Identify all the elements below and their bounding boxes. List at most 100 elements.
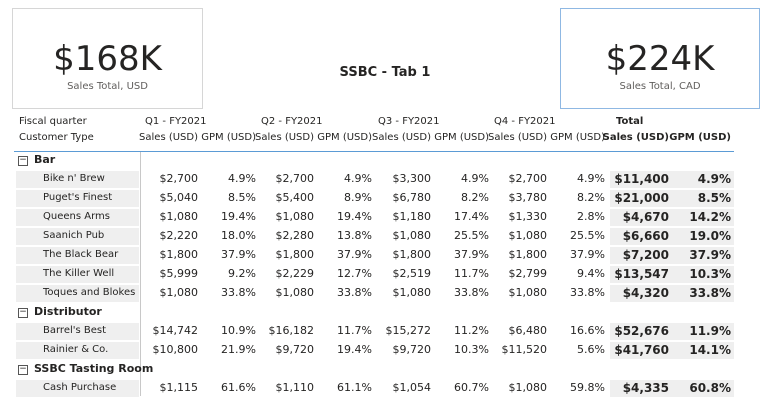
cell: $7,200	[622, 248, 669, 262]
cell: 13.8%	[337, 229, 372, 242]
measure-header: GPM (USD)	[550, 132, 605, 143]
row-bg	[610, 190, 734, 207]
row-bg	[16, 171, 139, 188]
cell: 17.4%	[454, 210, 489, 223]
cell: 4.9%	[577, 172, 605, 185]
cell: 10.3%	[689, 267, 731, 281]
row-bg	[16, 266, 139, 283]
measure-header: Sales (USD)	[139, 132, 198, 143]
cell: $5,400	[275, 191, 315, 204]
cell: 9.4%	[577, 267, 605, 280]
group-label: SSBC Tasting Room	[34, 362, 154, 375]
cell: $13,547	[614, 267, 669, 281]
cell: 4.9%	[697, 172, 731, 186]
cell: 37.9%	[221, 248, 256, 261]
cell: 33.8%	[337, 286, 372, 299]
card-value: $224K	[605, 39, 715, 79]
card-label: Sales Total, USD	[67, 81, 148, 92]
cell: 11.7%	[454, 267, 489, 280]
cell: $4,320	[622, 286, 669, 300]
cell: $1,080	[392, 286, 432, 299]
row-bg	[610, 209, 734, 226]
row-bg	[610, 342, 734, 359]
cell: 4.9%	[461, 172, 489, 185]
row-label: Puget's Finest	[43, 192, 113, 203]
cell: $3,780	[508, 191, 548, 204]
cell: 25.5%	[570, 229, 605, 242]
column-group: Q1 - FY2021	[145, 116, 207, 127]
cell: $1,800	[508, 248, 548, 261]
row-bg	[610, 171, 734, 188]
row-header: Fiscal quarter	[19, 116, 87, 127]
cell: $15,272	[385, 324, 432, 337]
cell: 10.3%	[454, 343, 489, 356]
group-label: Distributor	[34, 305, 102, 318]
row-header: Customer Type	[19, 132, 94, 143]
cell: 33.8%	[570, 286, 605, 299]
cell: $16,182	[268, 324, 315, 337]
cell: 60.8%	[689, 381, 731, 395]
cell: 33.8%	[689, 286, 731, 300]
cell: $9,720	[275, 343, 315, 356]
cell: $41,760	[614, 343, 669, 357]
cell: $1,080	[159, 286, 199, 299]
card-value: $168K	[53, 39, 162, 79]
cell: 4.9%	[228, 172, 256, 185]
cell: $1,330	[508, 210, 548, 223]
cell: 11.7%	[337, 324, 372, 337]
cell: $1,110	[275, 381, 315, 394]
cell: $1,054	[392, 381, 432, 394]
cell: 37.9%	[689, 248, 731, 262]
card: $168K Sales Total, USD	[12, 8, 203, 109]
cell: $2,519	[392, 267, 432, 280]
cell: 61.6%	[221, 381, 256, 394]
cell: 8.5%	[697, 191, 731, 205]
row-header-divider	[140, 152, 141, 396]
row-bg	[16, 285, 139, 302]
expand-icon: −	[18, 364, 28, 375]
cell: $21,000	[614, 191, 669, 205]
cell: $6,480	[508, 324, 548, 337]
cell: 18.0%	[221, 229, 256, 242]
cell: $4,335	[622, 381, 669, 395]
row-label: Barrel's Best	[43, 325, 107, 336]
column-group: Q2 - FY2021	[261, 116, 323, 127]
cell: 19.4%	[337, 210, 372, 223]
row-label: Queens Arms	[43, 211, 110, 222]
cell: $2,700	[159, 172, 199, 185]
cell: $1,800	[275, 248, 315, 261]
cell: $2,700	[508, 172, 548, 185]
cell: 37.9%	[337, 248, 372, 261]
cell: 19.4%	[221, 210, 256, 223]
cell: 10.9%	[221, 324, 256, 337]
measure-header: GPM (USD)	[317, 132, 372, 143]
cell: $2,229	[275, 267, 315, 280]
cell: 4.9%	[344, 172, 372, 185]
cell: 14.1%	[689, 343, 731, 357]
row-bg	[16, 323, 139, 340]
card-label: Sales Total, CAD	[619, 81, 701, 92]
cell: 25.5%	[454, 229, 489, 242]
cell: 37.9%	[570, 248, 605, 261]
cell: $3,300	[392, 172, 432, 185]
cell: 8.2%	[461, 191, 489, 204]
cell: 11.9%	[689, 324, 731, 338]
row-bg	[16, 247, 139, 264]
group-label: Bar	[34, 153, 56, 166]
cell: 33.8%	[221, 286, 256, 299]
page-title: SSBC - Tab 1	[339, 65, 431, 80]
cell: 19.4%	[337, 343, 372, 356]
cell: 59.8%	[570, 381, 605, 394]
cell: 61.1%	[337, 381, 372, 394]
cell: $1,080	[508, 381, 548, 394]
cell: $10,800	[152, 343, 199, 356]
row-label: Rainier & Co.	[43, 344, 109, 355]
cell: $2,700	[275, 172, 315, 185]
row-bg	[16, 342, 139, 359]
cell: $1,180	[392, 210, 432, 223]
expand-icon: −	[18, 155, 28, 166]
measure-header: Sales (USD)	[602, 132, 669, 143]
row-bg	[610, 380, 734, 397]
cell: 8.2%	[577, 191, 605, 204]
cell: 8.9%	[344, 191, 372, 204]
